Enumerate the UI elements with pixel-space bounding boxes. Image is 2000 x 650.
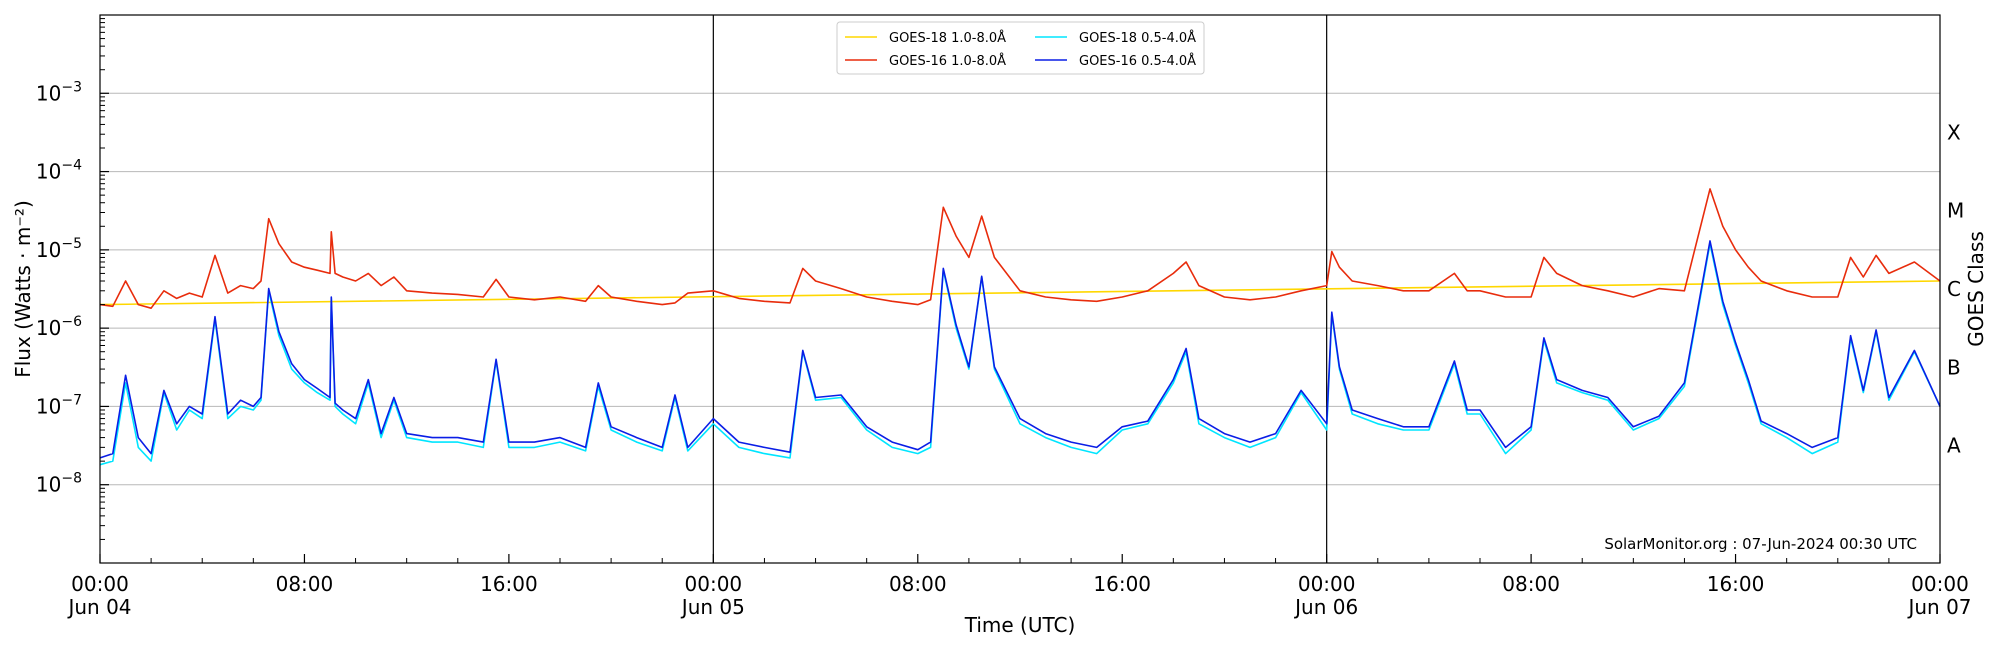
x-tick-time-label: 08:00	[1502, 572, 1560, 596]
legend-label: GOES-16 0.5-4.0Å	[1079, 53, 1196, 69]
x-tick-date-label: Jun 05	[680, 595, 745, 619]
legend: GOES-18 1.0-8.0Å GOES-16 1.0-8.0Å GOES-18 …	[836, 21, 1205, 75]
goes-class-label: M	[1947, 199, 1964, 223]
x-tick-time-label: 00:00	[685, 572, 743, 596]
y-axis-ticks: 10−3 10−4 10−5 10−6 10−7 10−8	[36, 18, 109, 540]
legend-label: GOES-18 0.5-4.0Å	[1079, 30, 1196, 46]
day-divider-lines	[712, 15, 1328, 563]
x-tick-time-label: 16:00	[1093, 572, 1151, 596]
x-tick-time-label: 00:00	[1911, 572, 1969, 596]
series-line	[99, 240, 1941, 459]
series-line	[99, 242, 1941, 466]
series-lines	[99, 188, 1941, 466]
x-tick-time-label: 16:00	[1707, 572, 1765, 596]
x-tick-date-label: Jun 07	[1906, 595, 1971, 619]
goes-class-label: A	[1947, 434, 1961, 458]
goes-class-label: C	[1947, 277, 1961, 301]
x-tick-date-label: Jun 06	[1293, 595, 1358, 619]
x-tick-time-label: 16:00	[480, 572, 538, 596]
goes-class-label: X	[1947, 120, 1961, 144]
y-tick-label: 10−4	[36, 158, 82, 184]
legend-box	[836, 21, 1205, 75]
y-axis-title: Flux (Watts · m⁻²)	[11, 200, 35, 378]
credit-text: SolarMonitor.org : 07-Jun-2024 00:30 UTC	[1604, 535, 1917, 553]
series-line	[99, 280, 1941, 306]
legend-label: GOES-16 1.0-8.0Å	[889, 53, 1006, 69]
x-tick-time-label: 08:00	[276, 572, 334, 596]
goes-class-label: B	[1947, 355, 1961, 379]
y-tick-label: 10−3	[36, 79, 82, 105]
x-tick-time-label: 08:00	[889, 572, 947, 596]
x-tick-date-label: Jun 04	[66, 595, 131, 619]
y-tick-label: 10−7	[36, 392, 82, 418]
y-tick-label: 10−6	[36, 314, 82, 340]
legend-label: GOES-18 1.0-8.0Å	[889, 30, 1006, 46]
series-line	[99, 188, 1941, 310]
horizontal-gridlines	[100, 92, 1940, 486]
y2-axis-title: GOES Class	[1964, 231, 1988, 347]
x-axis-title: Time (UTC)	[964, 613, 1076, 637]
y-tick-label: 10−5	[36, 236, 82, 262]
x-tick-time-label: 00:00	[1298, 572, 1356, 596]
y-tick-label: 10−8	[36, 471, 82, 497]
x-tick-time-label: 00:00	[71, 572, 129, 596]
goes-class-labels: X M C B A	[1947, 120, 1964, 457]
